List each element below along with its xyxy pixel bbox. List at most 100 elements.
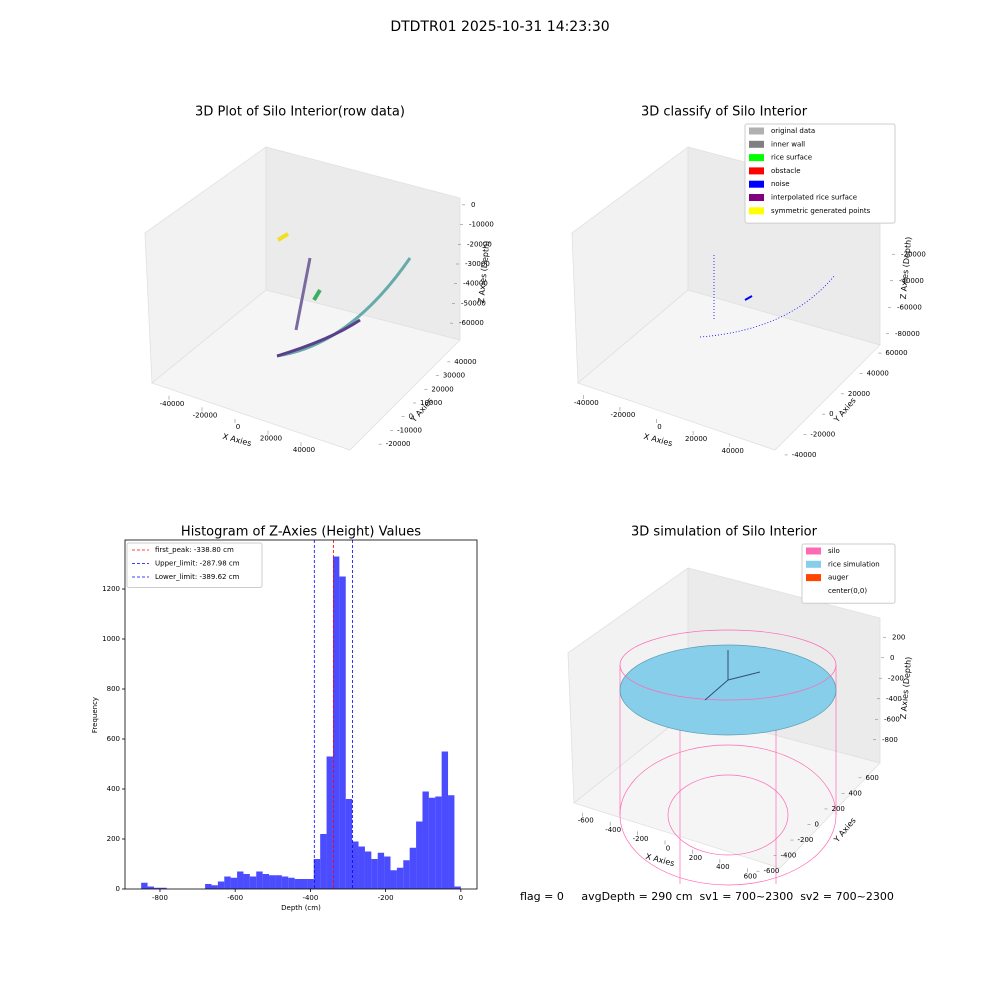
legend-box bbox=[801, 543, 896, 604]
panel-title: 3D classify of Silo Interior bbox=[641, 105, 808, 120]
bar bbox=[364, 851, 372, 889]
x-tick-label: 0 bbox=[236, 423, 240, 431]
z-tick-label: 0 bbox=[890, 654, 894, 662]
legend-label: interpolated rice surface bbox=[771, 194, 857, 202]
legend-label: rice simulation bbox=[828, 560, 880, 568]
legend-label: Upper_limit: -287.98 cm bbox=[155, 560, 240, 568]
y-tick-label: 0 bbox=[409, 413, 413, 421]
y-tick-label: 40000 bbox=[454, 358, 476, 366]
y-tick-label: -20000 bbox=[386, 440, 411, 448]
bar bbox=[288, 877, 295, 889]
bar bbox=[205, 884, 212, 889]
x-tick-label: 0 bbox=[666, 845, 670, 853]
z-tick-label: -60000 bbox=[897, 303, 922, 311]
status-footer: flag = 0 avgDepth = 290 cm sv1 = 700~230… bbox=[520, 890, 894, 903]
z-tick-label: -600 bbox=[884, 715, 900, 723]
z-tick-label: -80000 bbox=[895, 330, 920, 338]
legend-swatch bbox=[749, 154, 764, 162]
bar bbox=[224, 876, 231, 889]
y-tick-label: -10000 bbox=[397, 426, 422, 434]
bar bbox=[217, 881, 225, 889]
figure-title: DTDTR01 2025-10-31 14:23:30 bbox=[390, 19, 609, 35]
x-axis-label: Depth (cm) bbox=[281, 904, 321, 912]
y-tick-label: 200 bbox=[832, 805, 845, 813]
x-tick-label: 40000 bbox=[722, 447, 744, 455]
bar bbox=[313, 859, 321, 889]
x-tick-label: 600 bbox=[744, 872, 757, 880]
y-tick-label: 0 bbox=[829, 410, 833, 418]
bar bbox=[345, 799, 353, 889]
z-tick-label: -40000 bbox=[463, 280, 488, 288]
bar bbox=[256, 871, 263, 889]
points-1 bbox=[276, 232, 412, 358]
bar bbox=[211, 885, 218, 889]
legend-swatch bbox=[749, 207, 764, 215]
panel-title: Histogram of Z-Axies (Height) Values bbox=[181, 525, 421, 540]
z-tick-label: -800 bbox=[882, 736, 898, 744]
bar bbox=[153, 887, 161, 889]
x-tick-label: 0 bbox=[657, 423, 661, 431]
legend-swatch bbox=[749, 167, 764, 175]
bar bbox=[160, 887, 167, 889]
y-tick-label: 400 bbox=[849, 789, 862, 797]
x-tick-label: -800 bbox=[152, 894, 168, 902]
legend-label: inner wall bbox=[771, 140, 805, 148]
z-tick-label: -10000 bbox=[469, 221, 494, 229]
y-tick-label: 0 bbox=[116, 885, 120, 893]
bar bbox=[294, 879, 301, 889]
x-tick-label: -40000 bbox=[574, 399, 599, 407]
y-axis-label: Frequency bbox=[91, 697, 99, 733]
bar bbox=[307, 879, 314, 889]
x-tick-label: -200 bbox=[378, 894, 394, 902]
bar bbox=[377, 852, 385, 889]
y-tick-label: 600 bbox=[866, 774, 879, 782]
z-tick-label: 0 bbox=[471, 201, 475, 209]
z-tick-label: 200 bbox=[892, 633, 905, 641]
bar bbox=[352, 841, 359, 889]
bar bbox=[441, 751, 449, 889]
bar bbox=[326, 756, 333, 889]
bar bbox=[454, 886, 461, 889]
legend-label: noise bbox=[771, 180, 790, 188]
bar bbox=[448, 795, 455, 889]
bar bbox=[422, 791, 429, 889]
y-tick-label: -200 bbox=[798, 836, 814, 844]
y-tick-label: 40000 bbox=[867, 369, 889, 377]
bar bbox=[249, 876, 257, 889]
z-tick-label: -30000 bbox=[465, 260, 490, 268]
legend-label: obstacle bbox=[771, 167, 801, 175]
legend-box bbox=[744, 123, 896, 224]
bar bbox=[358, 846, 365, 889]
bar bbox=[320, 834, 327, 889]
panel-title: 3D Plot of Silo Interior(row data) bbox=[195, 105, 405, 120]
panes-1 bbox=[144, 146, 461, 451]
z-tick-label: -50000 bbox=[461, 299, 486, 307]
y-tick-label: 200 bbox=[107, 835, 120, 843]
legend-swatch bbox=[749, 127, 764, 135]
legend-label: center(0,0) bbox=[828, 587, 867, 595]
x-tick-label: 40000 bbox=[293, 446, 315, 454]
y-tick-label: 800 bbox=[107, 685, 120, 693]
legend-label: symmetric generated points bbox=[771, 207, 871, 215]
y-tick-label: 20000 bbox=[848, 390, 870, 398]
bar bbox=[141, 882, 148, 889]
legend-label: Lower_limit: -389.62 cm bbox=[155, 573, 240, 581]
y-tick-label: 1000 bbox=[102, 635, 120, 643]
legend-swatch bbox=[806, 560, 821, 568]
bar bbox=[371, 859, 378, 889]
y-tick-label: 400 bbox=[107, 785, 120, 793]
y-tick-label: -600 bbox=[764, 867, 780, 875]
x-tick-label: -600 bbox=[578, 817, 594, 825]
bar bbox=[281, 876, 289, 889]
panel-title: 3D simulation of Silo Interior bbox=[631, 525, 818, 540]
z-tick-label: -20000 bbox=[901, 250, 926, 258]
bar bbox=[275, 875, 282, 889]
x-tick-label: -400 bbox=[302, 894, 318, 902]
x-tick-label: -200 bbox=[633, 835, 649, 843]
bar bbox=[237, 871, 244, 889]
bar bbox=[269, 875, 276, 889]
x-tick-label: 20000 bbox=[685, 435, 707, 443]
points-2 bbox=[699, 255, 836, 338]
bar bbox=[428, 797, 436, 889]
